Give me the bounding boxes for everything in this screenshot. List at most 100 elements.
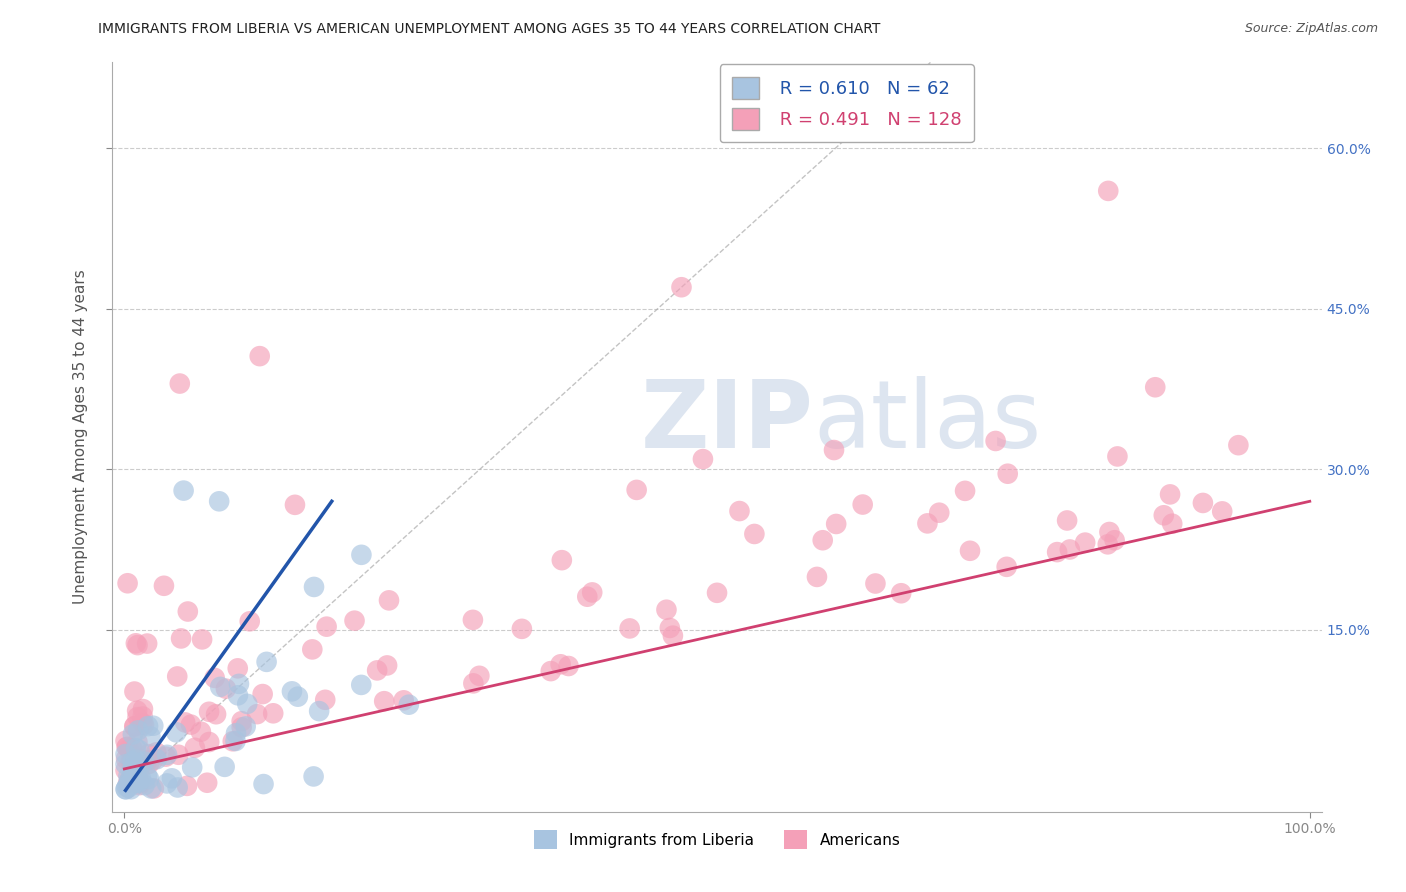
Point — [350, 678, 373, 692]
Point — [655, 603, 678, 617]
Point — [114, 734, 136, 748]
Point — [139, 730, 162, 744]
Point — [114, 764, 136, 778]
Point — [117, 780, 139, 795]
Point — [315, 620, 337, 634]
Point — [125, 741, 148, 756]
Point — [208, 494, 231, 508]
Point — [125, 766, 148, 780]
Point — [811, 533, 834, 548]
Point — [118, 774, 141, 789]
Point — [198, 735, 221, 749]
Point — [865, 576, 887, 591]
Point — [214, 760, 236, 774]
Point — [124, 759, 146, 773]
Point — [1192, 496, 1215, 510]
Point — [170, 632, 193, 646]
Point — [136, 753, 159, 767]
Point — [1159, 487, 1181, 501]
Point — [128, 771, 150, 785]
Point — [136, 636, 159, 650]
Point — [121, 727, 143, 741]
Point — [124, 719, 146, 733]
Point — [181, 760, 204, 774]
Point — [468, 669, 491, 683]
Point — [228, 677, 250, 691]
Point — [314, 693, 336, 707]
Point — [121, 741, 143, 756]
Point — [120, 782, 142, 797]
Point — [281, 684, 304, 698]
Point — [823, 443, 845, 458]
Point — [132, 755, 155, 769]
Point — [917, 516, 939, 531]
Point — [984, 434, 1007, 448]
Text: atlas: atlas — [814, 376, 1042, 468]
Point — [121, 774, 143, 789]
Point — [953, 483, 976, 498]
Point — [302, 580, 325, 594]
Point — [706, 586, 728, 600]
Point — [928, 506, 950, 520]
Point — [1046, 545, 1069, 559]
Point — [145, 745, 167, 759]
Point — [132, 702, 155, 716]
Point — [127, 638, 149, 652]
Point — [252, 777, 274, 791]
Point — [205, 707, 228, 722]
Point — [890, 586, 912, 600]
Point — [138, 747, 160, 761]
Point — [120, 777, 142, 791]
Point — [997, 467, 1019, 481]
Legend: Immigrants from Liberia, Americans: Immigrants from Liberia, Americans — [526, 822, 908, 856]
Point — [190, 724, 212, 739]
Point — [236, 697, 259, 711]
Point — [284, 498, 307, 512]
Point — [160, 772, 183, 786]
Point — [366, 664, 388, 678]
Point — [343, 614, 366, 628]
Point — [235, 719, 257, 733]
Point — [576, 590, 599, 604]
Point — [231, 714, 253, 729]
Point — [127, 723, 149, 738]
Point — [671, 280, 693, 294]
Point — [1097, 537, 1119, 551]
Point — [155, 749, 177, 764]
Point — [127, 735, 149, 749]
Point — [662, 629, 685, 643]
Point — [1227, 438, 1250, 452]
Point — [115, 740, 138, 755]
Point — [127, 704, 149, 718]
Point — [231, 720, 253, 734]
Text: Source: ZipAtlas.com: Source: ZipAtlas.com — [1244, 22, 1378, 36]
Point — [198, 705, 221, 719]
Point — [378, 593, 401, 607]
Point — [156, 776, 179, 790]
Point — [195, 776, 218, 790]
Point — [114, 782, 136, 797]
Point — [174, 715, 197, 730]
Point — [373, 694, 395, 708]
Point — [825, 516, 848, 531]
Point — [125, 761, 148, 775]
Point — [191, 632, 214, 647]
Point — [1097, 184, 1119, 198]
Point — [124, 772, 146, 786]
Point — [852, 498, 875, 512]
Point — [125, 767, 148, 781]
Point — [127, 776, 149, 790]
Point — [246, 707, 269, 722]
Y-axis label: Unemployment Among Ages 35 to 44 years: Unemployment Among Ages 35 to 44 years — [73, 269, 89, 605]
Point — [226, 661, 249, 675]
Point — [122, 754, 145, 768]
Point — [118, 776, 141, 790]
Point — [114, 782, 136, 797]
Point — [619, 622, 641, 636]
Point — [225, 734, 247, 748]
Point — [806, 570, 828, 584]
Point — [1074, 535, 1097, 549]
Point — [222, 734, 245, 748]
Point — [128, 776, 150, 790]
Point — [127, 772, 149, 787]
